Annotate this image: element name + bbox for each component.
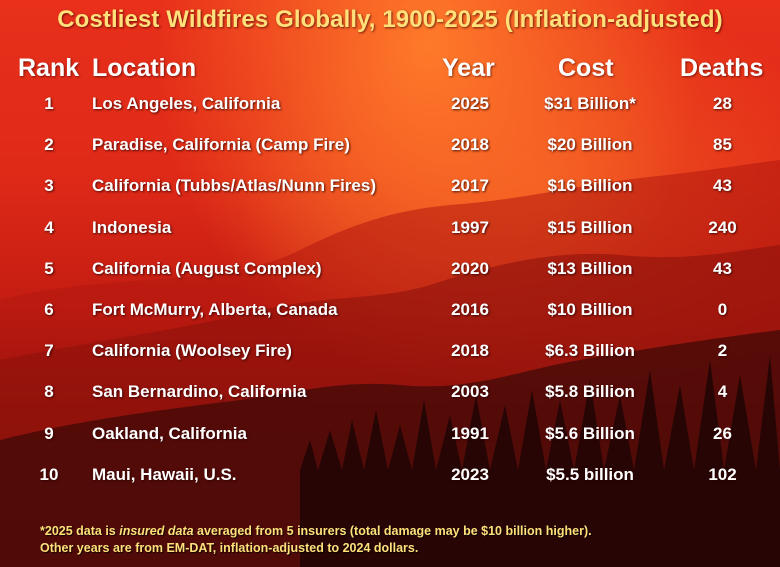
cell-deaths: 0 bbox=[717, 300, 728, 319]
cell-year: 2020 bbox=[451, 258, 489, 278]
footnote-line-1: *2025 data is insured data averaged from… bbox=[40, 523, 592, 540]
cell-location: San Bernardino, California bbox=[92, 382, 307, 402]
cell-cost: $5.6 Billion bbox=[545, 423, 635, 443]
header-rank: Rank bbox=[18, 54, 80, 82]
table-row: 4 Indonesia 1997 $15 Billion 240 bbox=[0, 213, 780, 243]
cell-year: 2018 bbox=[451, 341, 489, 361]
table-row: 7 California (Woolsey Fire) 2018 $6.3 Billi… bbox=[0, 336, 780, 366]
table-row: 10 Maui, Hawaii, U.S. 2023 $5.5 billion 102 bbox=[0, 460, 780, 490]
cell-cost: $13 Billion bbox=[547, 258, 633, 278]
cell-location: Fort McMurry, Alberta, Canada bbox=[92, 300, 338, 319]
cell-cost: $5.8 Billion bbox=[545, 382, 635, 402]
cell-deaths: 2 bbox=[717, 341, 728, 361]
table-row: 6 Fort McMurry, Alberta, Canada 2016 $10 Bi… bbox=[0, 295, 780, 325]
cell-deaths: 26 bbox=[713, 423, 732, 443]
cell-rank: 1 bbox=[44, 94, 54, 113]
cell-location: California (Tubbs/Atlas/Nunn Fires) bbox=[92, 176, 376, 196]
cell-year: 1991 bbox=[451, 423, 489, 443]
footnote-suffix: averaged from 5 insurers (total damage m… bbox=[193, 524, 592, 538]
cell-deaths: 4 bbox=[717, 382, 728, 402]
cell-location: California (August Complex) bbox=[92, 258, 322, 278]
table-row: 3 California (Tubbs/Atlas/Nunn Fires) 2017… bbox=[0, 171, 780, 201]
cell-cost: $5.5 billion bbox=[546, 464, 634, 484]
cell-rank: 3 bbox=[44, 176, 54, 196]
tree-line bbox=[300, 355, 780, 567]
cell-deaths: 28 bbox=[713, 94, 732, 113]
cell-cost: $20 Billion bbox=[547, 135, 633, 155]
table-row: 9 Oakland, California 1991 $5.6 Billion 26 bbox=[0, 419, 780, 449]
cell-year: 1997 bbox=[451, 217, 489, 237]
cell-cost: $16 Billion bbox=[547, 176, 633, 196]
cell-deaths: 240 bbox=[708, 217, 737, 237]
cell-location: Paradise, California (Camp Fire) bbox=[92, 135, 350, 155]
cell-cost: $15 Billion bbox=[547, 217, 633, 237]
cell-deaths: 102 bbox=[708, 464, 737, 484]
cell-cost: $10 Billion bbox=[547, 300, 633, 319]
cell-deaths: 85 bbox=[713, 135, 732, 155]
cell-cost: $31 Billion* bbox=[544, 94, 636, 113]
cell-rank: 10 bbox=[39, 464, 59, 484]
cell-year: 2003 bbox=[451, 382, 489, 402]
footnote-emphasis: insured data bbox=[119, 524, 194, 538]
cell-rank: 4 bbox=[44, 217, 54, 237]
cell-deaths: 43 bbox=[713, 258, 732, 278]
header-cost: Cost bbox=[558, 54, 614, 82]
cell-year: 2017 bbox=[451, 176, 489, 196]
cell-location: Maui, Hawaii, U.S. bbox=[92, 464, 237, 484]
table-row: 8 San Bernardino, California 2003 $5.8 Bill… bbox=[0, 377, 780, 407]
cell-year: 2016 bbox=[451, 300, 489, 319]
cell-rank: 9 bbox=[44, 423, 54, 443]
table-row: 2 Paradise, California (Camp Fire) 2018 $20… bbox=[0, 130, 780, 160]
cell-location: Los Angeles, California bbox=[92, 94, 281, 113]
chart-title: Costliest Wildfires Globally, 1900-2025 … bbox=[57, 6, 723, 33]
cell-rank: 2 bbox=[44, 135, 54, 155]
footnote: *2025 data is insured data averaged from… bbox=[40, 523, 592, 557]
cell-cost: $6.3 Billion bbox=[545, 341, 635, 361]
table-row: 1 Los Angeles, California 2025 $31 Billion*… bbox=[0, 89, 780, 119]
cell-year: 2023 bbox=[451, 464, 489, 484]
cell-rank: 8 bbox=[44, 382, 54, 402]
cell-location: California (Woolsey Fire) bbox=[92, 341, 292, 361]
cell-rank: 7 bbox=[44, 341, 54, 361]
table-row: 5 California (August Complex) 2020 $13 Bill… bbox=[0, 254, 780, 284]
cell-rank: 6 bbox=[44, 300, 54, 319]
footnote-prefix: *2025 data is bbox=[40, 524, 120, 538]
cell-location: Indonesia bbox=[92, 217, 172, 237]
header-location: Location bbox=[92, 54, 197, 82]
footnote-line-2: Other years are from EM-DAT, inflation-a… bbox=[40, 541, 419, 555]
cell-deaths: 43 bbox=[713, 176, 732, 196]
cell-rank: 5 bbox=[44, 258, 54, 278]
cell-year: 2025 bbox=[451, 94, 489, 113]
cell-location: Oakland, California bbox=[92, 423, 247, 443]
header-deaths: Deaths bbox=[680, 54, 764, 82]
cell-year: 2018 bbox=[451, 135, 489, 155]
header-year: Year bbox=[442, 54, 495, 82]
